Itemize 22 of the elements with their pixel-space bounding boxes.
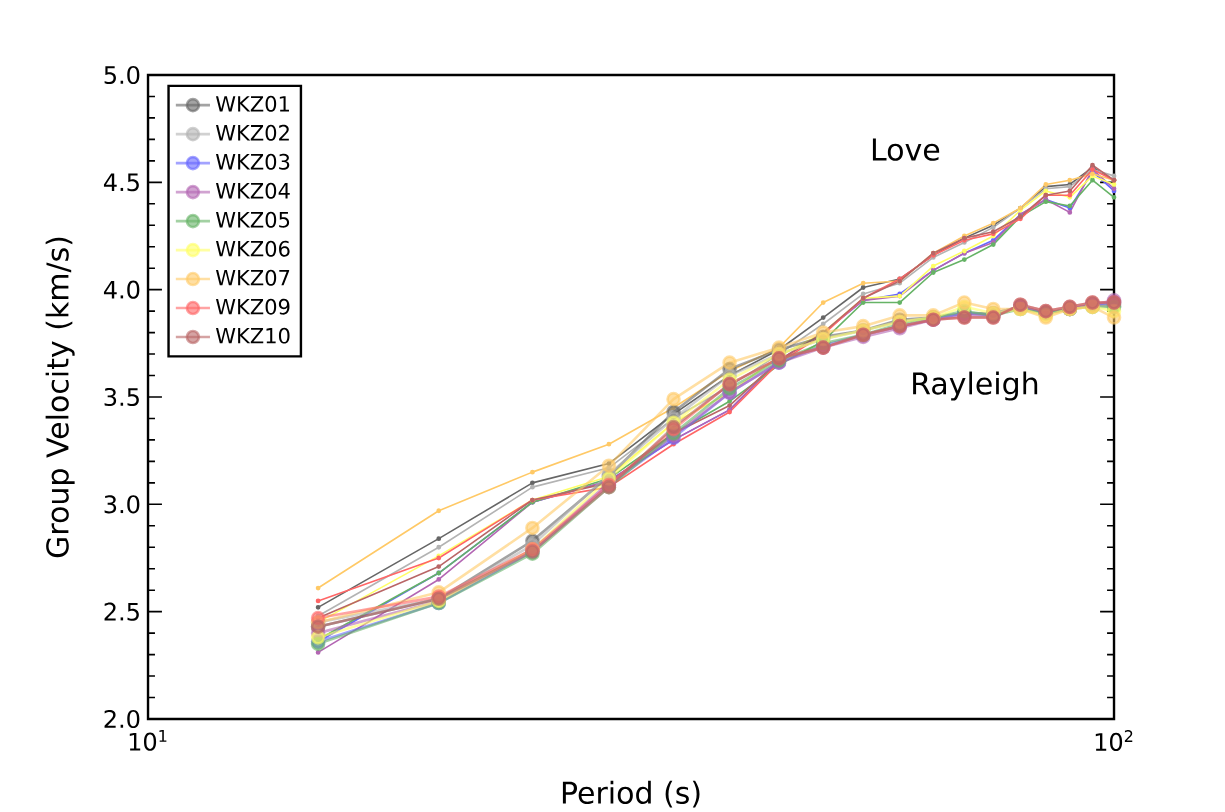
legend-label: WKZ10 (215, 327, 290, 344)
y-tick-label: 2.0 (104, 709, 140, 729)
x-axis-title: Period (s) (562, 780, 700, 808)
annotation: Rayleigh (913, 371, 1038, 401)
legend-label: WKZ04 (215, 182, 290, 199)
x-tick-label: 10$^{1}$ (129, 730, 167, 751)
y-tick-label: 3.0 (104, 495, 140, 514)
legend-label: WKZ09 (215, 298, 290, 315)
legend-label: WKZ02 (215, 124, 289, 141)
y-tick-label: 3.5 (104, 387, 139, 407)
annotation: Love (872, 138, 940, 161)
y-axis-title: Group Velocity (km/s) (45, 237, 75, 558)
legend-label: WKZ07 (215, 269, 290, 286)
y-tick-label: 4.0 (103, 280, 140, 299)
y-tick-label: 4.5 (103, 173, 139, 192)
legend-label: WKZ06 (215, 240, 290, 257)
legend-label: WKZ01 (215, 95, 289, 112)
x-tick-label: 10$^{2}$ (1095, 730, 1133, 751)
legend-label: WKZ03 (215, 153, 290, 170)
y-tick-label: 5.0 (104, 65, 140, 85)
y-tick-label: 2.5 (104, 602, 139, 621)
legend-label: WKZ05 (215, 211, 290, 228)
